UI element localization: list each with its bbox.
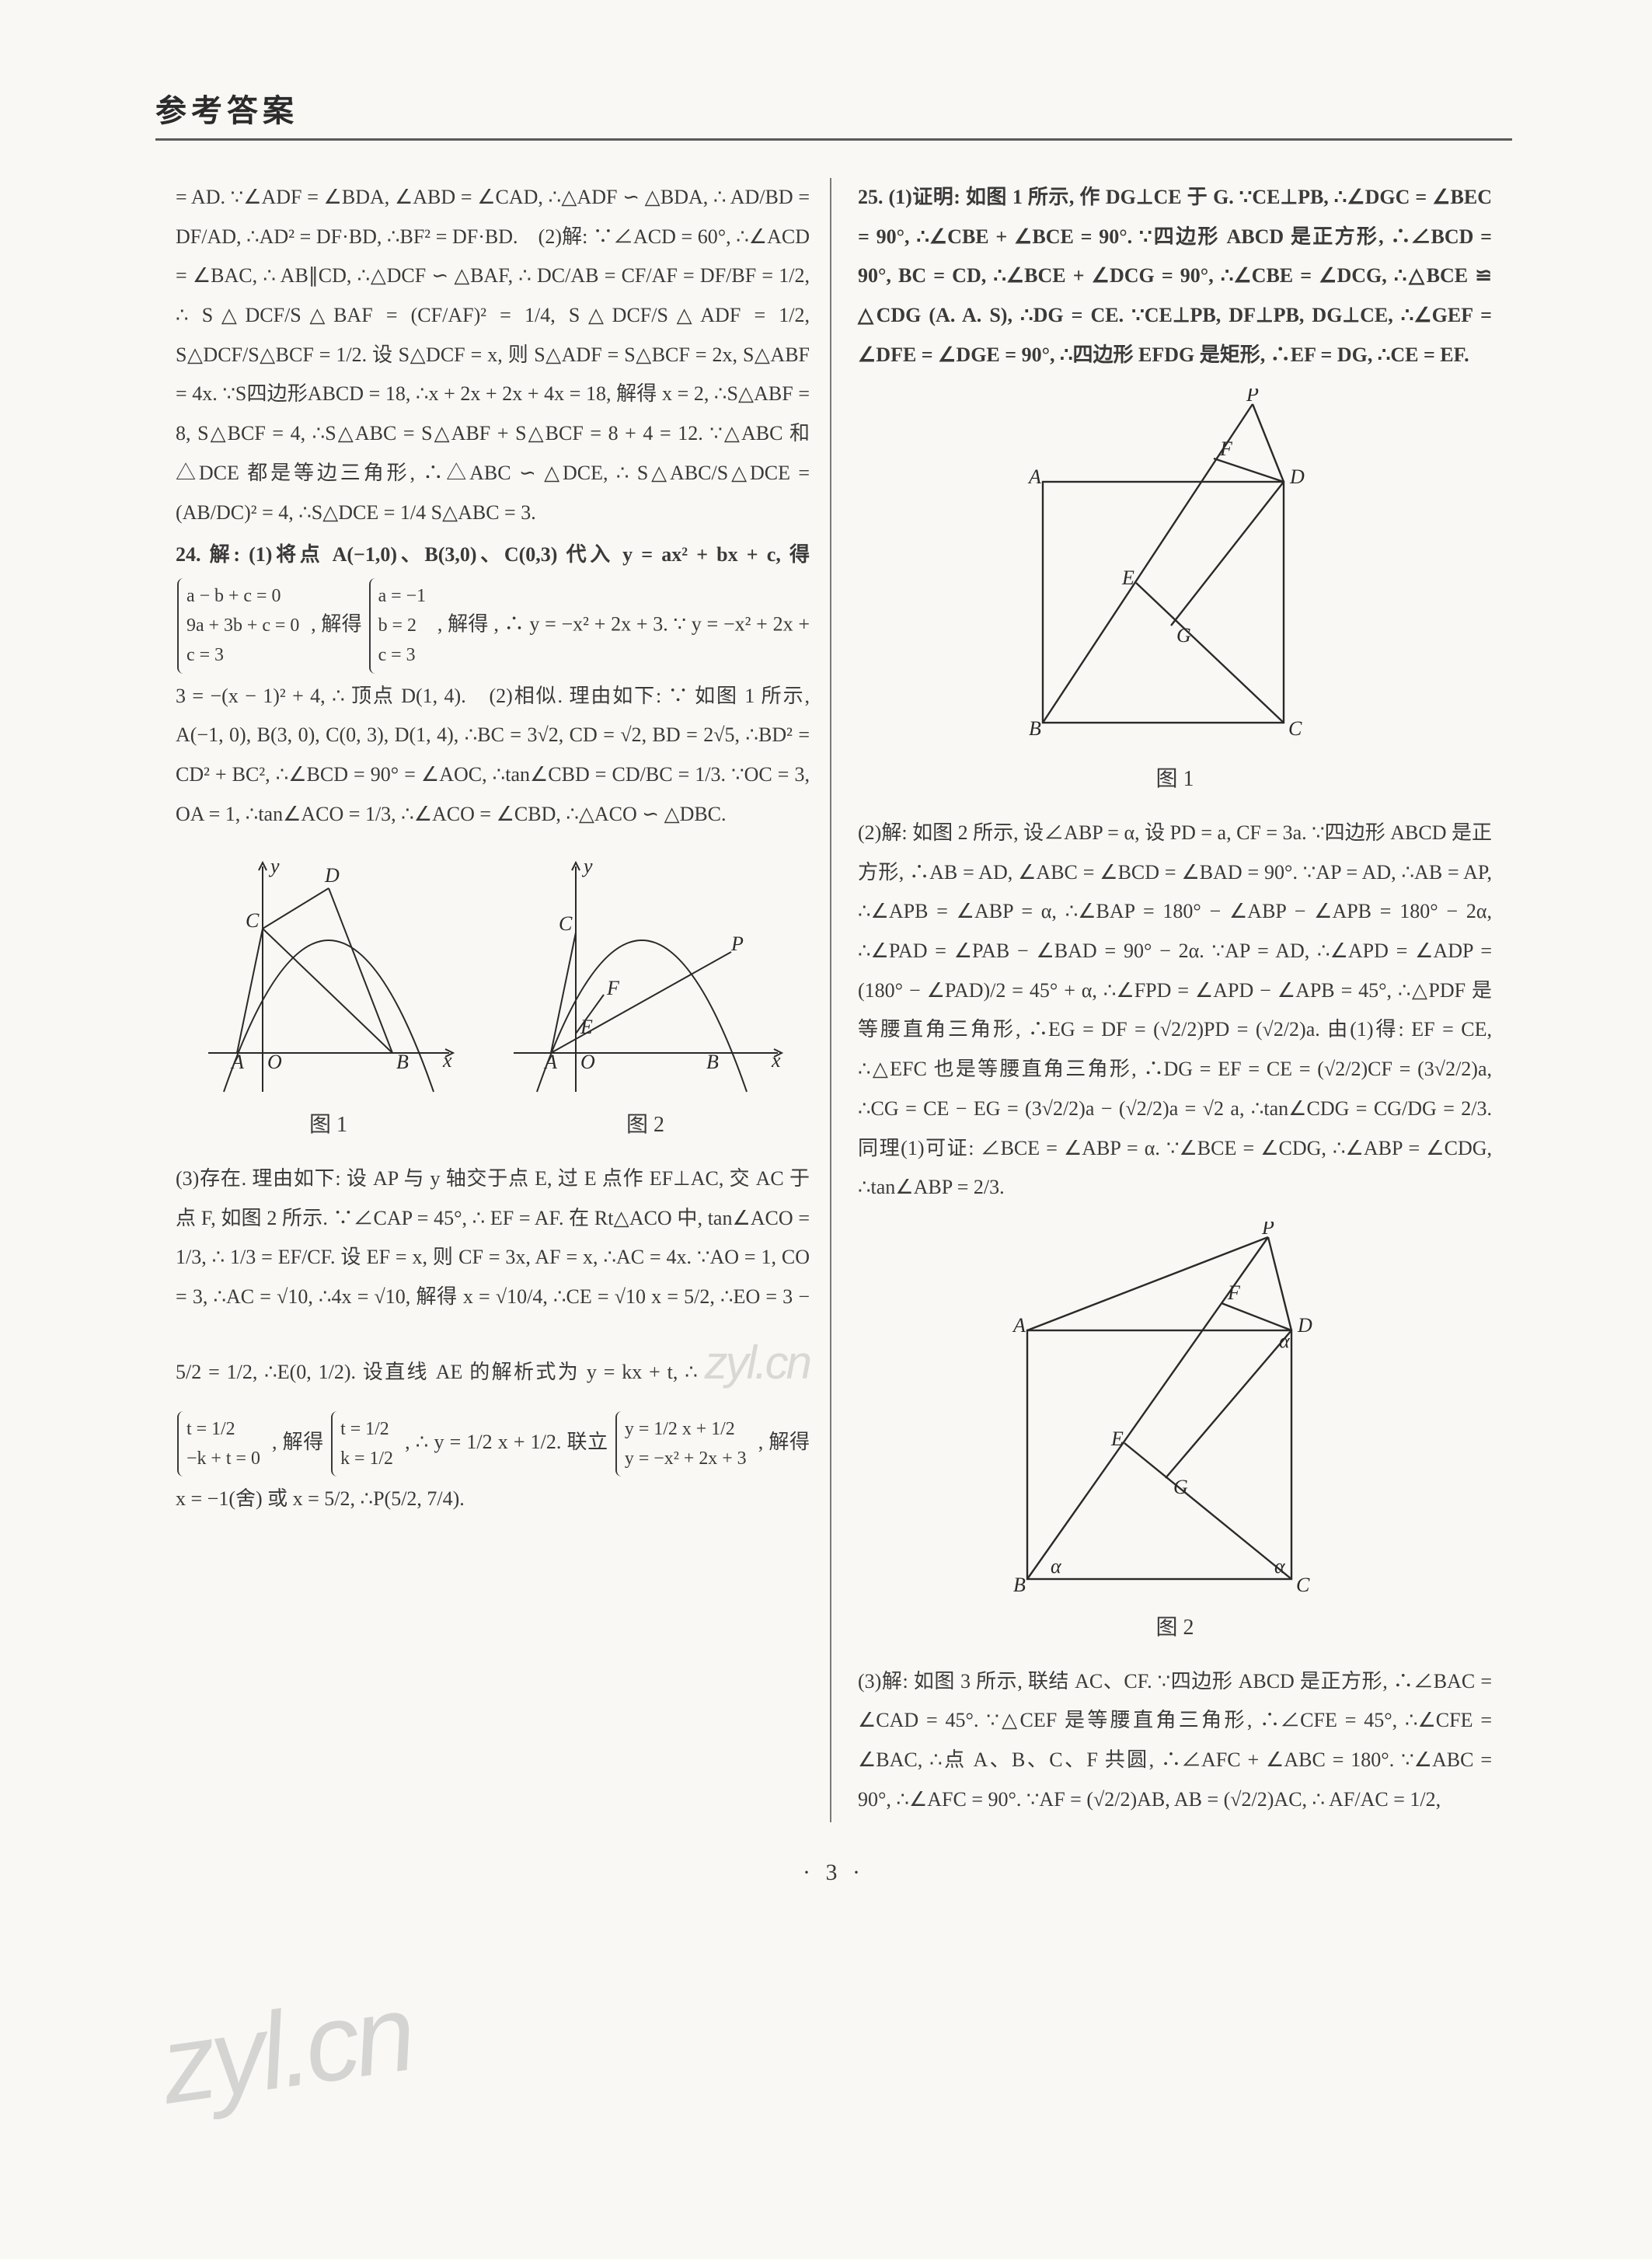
- svg-text:P: P: [730, 933, 744, 955]
- svg-text:C: C: [1288, 717, 1302, 740]
- svg-text:D: D: [1289, 465, 1305, 488]
- svg-text:B: B: [1029, 717, 1041, 740]
- problem-24: 24. 解: (1)将点 A(−1,0)、B(3,0)、C(0,3) 代入 y …: [176, 535, 810, 834]
- p25-b: (2)解: 如图 2 所示, 设∠ABP = α, 设 PD = a, CF =…: [858, 821, 1492, 1198]
- svg-text:E: E: [1110, 1428, 1124, 1450]
- problem-25-part1: 25. (1)证明: 如图 1 所示, 作 DG⊥CE 于 G. ∵CE⊥PB,…: [858, 178, 1492, 375]
- svg-text:C: C: [1296, 1574, 1310, 1596]
- svg-text:F: F: [1219, 438, 1233, 460]
- p24-intro: 24. 解: (1)将点 A(−1,0)、B(3,0)、C(0,3) 代入 y …: [176, 543, 810, 566]
- svg-text:B: B: [1013, 1574, 1026, 1596]
- svg-text:A: A: [1027, 465, 1041, 488]
- svg-text:A: A: [1012, 1314, 1026, 1337]
- svg-text:O: O: [580, 1051, 595, 1073]
- svg-text:α: α: [1279, 1330, 1291, 1352]
- figure-parabola-1: A O B x C D y: [200, 859, 457, 1100]
- svg-text:y: y: [581, 859, 593, 877]
- geom-fig2-caption: 图 2: [858, 1607, 1492, 1650]
- geom-fig1-caption: 图 1: [858, 758, 1492, 801]
- header-rule: [155, 138, 1512, 141]
- svg-text:x: x: [442, 1049, 452, 1072]
- column-right: 25. (1)证明: 如图 1 所示, 作 DG⊥CE 于 G. ∵CE⊥PB,…: [831, 178, 1512, 1822]
- p24-d: , 解得: [272, 1431, 324, 1453]
- p25-c: (3)解: 如图 3 所示, 联结 AC、CF. ∵四边形 ABCD 是正方形,…: [858, 1670, 1492, 1811]
- figure-geom-1: A B C D P F E G: [988, 389, 1361, 754]
- svg-text:D: D: [324, 864, 340, 887]
- svg-text:O: O: [267, 1051, 282, 1073]
- problem-25-part3: (3)解: 如图 3 所示, 联结 AC、CF. ∵四边形 ABCD 是正方形,…: [858, 1662, 1492, 1820]
- svg-text:C: C: [559, 912, 573, 935]
- svg-text:G: G: [1176, 624, 1191, 647]
- problem-24-part3: (3)存在. 理由如下: 设 AP 与 y 轴交于点 E, 过 E 点作 EF⊥…: [176, 1159, 810, 1519]
- system-2: t = 1/2 −k + t = 0: [177, 1411, 265, 1477]
- svg-text:A: A: [543, 1051, 557, 1073]
- svg-text:P: P: [1246, 389, 1259, 406]
- svg-text:E: E: [580, 1016, 593, 1038]
- p25-a: 25. (1)证明: 如图 1 所示, 作 DG⊥CE 于 G. ∵CE⊥PB,…: [858, 186, 1492, 366]
- system-3: t = 1/2 k = 1/2: [331, 1411, 398, 1477]
- system-1-left: a − b + c = 0 9a + 3b + c = 0 c = 3: [177, 578, 304, 674]
- svg-text:B: B: [396, 1051, 409, 1073]
- figure-row-parabolas: A O B x C D y 图 1: [176, 845, 810, 1159]
- svg-text:P: P: [1261, 1222, 1274, 1239]
- watermark-inline: zyl.cn: [705, 1337, 810, 1389]
- svg-text:E: E: [1121, 566, 1134, 589]
- svg-text:A: A: [230, 1051, 244, 1073]
- fig1-caption: 图 1: [200, 1104, 457, 1147]
- svg-text:F: F: [606, 977, 620, 999]
- p23-text: = AD. ∵∠ADF = ∠BDA, ∠ABD = ∠CAD, ∴△ADF ∽…: [176, 186, 810, 524]
- svg-text:x: x: [771, 1049, 781, 1072]
- problem-25-part2: (2)解: 如图 2 所示, 设∠ABP = α, 设 PD = a, CF =…: [858, 814, 1492, 1208]
- column-left: = AD. ∵∠ADF = ∠BDA, ∠ABD = ∠CAD, ∴△ADF ∽…: [155, 178, 831, 1822]
- svg-text:B: B: [706, 1051, 719, 1073]
- fig2-caption: 图 2: [506, 1104, 786, 1147]
- svg-text:D: D: [1297, 1314, 1312, 1337]
- p24-between: , 解得: [311, 612, 368, 635]
- svg-text:G: G: [1173, 1476, 1188, 1498]
- figure-geom-2: A B C D P F E G α α α: [973, 1222, 1377, 1602]
- problem-23-continued: = AD. ∵∠ADF = ∠BDA, ∠ABD = ∠CAD, ∴△ADF ∽…: [176, 178, 810, 532]
- svg-text:α: α: [1051, 1555, 1062, 1577]
- page-header: 参考答案: [155, 85, 1512, 131]
- svg-text:α: α: [1274, 1555, 1286, 1577]
- svg-text:C: C: [246, 909, 260, 932]
- system-4: y = 1/2 x + 1/2 y = −x² + 2x + 3: [615, 1411, 751, 1477]
- svg-text:F: F: [1227, 1281, 1241, 1304]
- svg-text:y: y: [268, 859, 280, 877]
- figure-parabola-2: A O B x C E F P y: [506, 859, 786, 1100]
- p24-e: , ∴ y = 1/2 x + 1/2. 联立: [405, 1431, 608, 1453]
- two-column-layout: = AD. ∵∠ADF = ∠BDA, ∠ABD = ∠CAD, ∴△ADF ∽…: [155, 178, 1512, 1822]
- system-1-right: a = −1 b = 2 c = 3: [369, 578, 430, 674]
- page-footer: · 3 ·: [155, 1860, 1512, 1886]
